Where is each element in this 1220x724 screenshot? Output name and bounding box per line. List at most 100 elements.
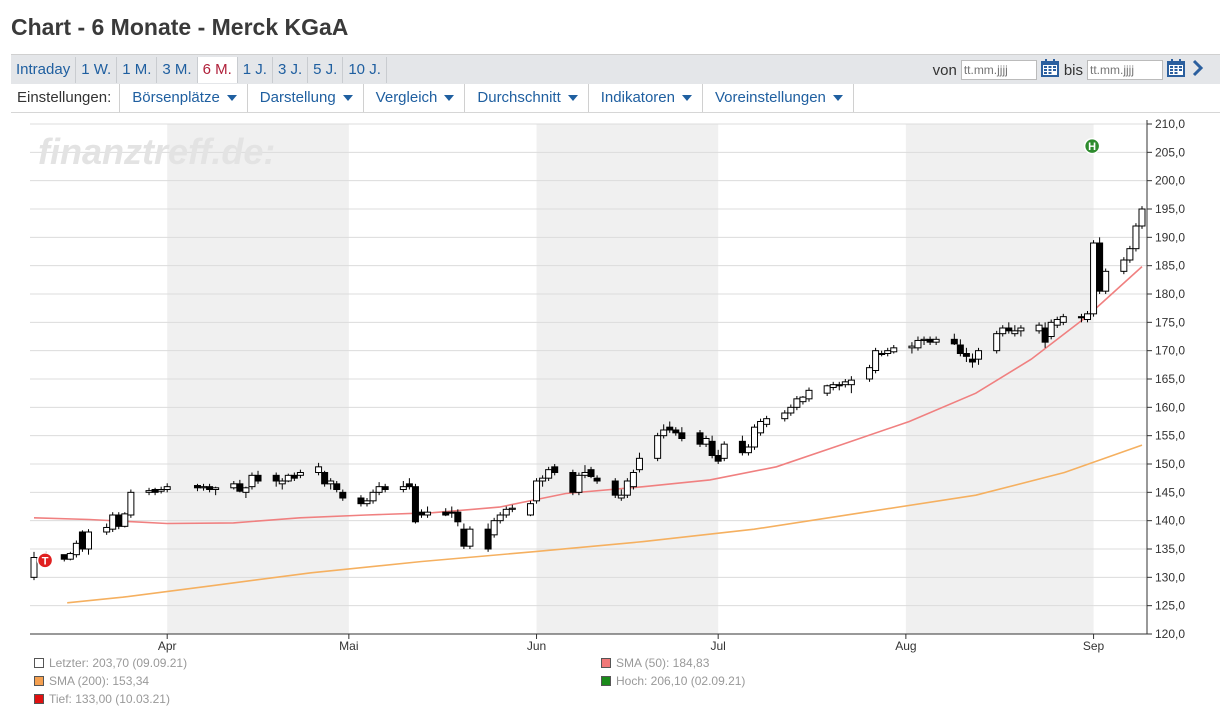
candle-body [327,480,335,485]
candle-body [212,487,220,490]
to-label: bis [1063,61,1083,79]
y-tick-label: 145,0 [1155,485,1185,499]
candle-body [278,480,286,485]
candle-body [950,338,958,345]
candle-body [629,472,637,488]
divider [11,112,1220,113]
candle-body [1090,242,1098,315]
candle-body [696,432,704,445]
candle-body [454,511,462,523]
candle-body [1138,208,1146,227]
candle-body [1102,270,1110,292]
chevron-right-icon[interactable] [1192,59,1204,81]
dropdown-darstellung[interactable]: Darstellung [248,84,364,112]
candle-body [30,557,38,578]
y-tick-label: 200,0 [1155,174,1185,188]
tab-1-j[interactable]: 1 J. [237,57,273,83]
sma50-line [33,266,1143,525]
marker-label: T [42,555,49,567]
y-tick-label: 120,0 [1155,627,1185,641]
low-marker [36,552,54,569]
dropdown-indikatoren[interactable]: Indikatoren [589,84,703,112]
candle-body [1132,225,1140,250]
candle-body [381,486,389,490]
legend-sma50: SMA (50): 184,83 [601,656,709,670]
calendar-icon[interactable] [1166,58,1186,82]
candle-body [926,338,934,343]
candle-body [533,480,541,502]
candle-body [1041,327,1049,343]
candle-body [975,350,983,360]
legend-high: Hoch: 206,10 (02.09.21) [601,674,745,688]
tab-3-m[interactable]: 3 M. [157,57,198,83]
candle-body [466,528,474,547]
candle-body [993,333,1001,352]
legend-swatch [34,676,44,686]
tab-1-w[interactable]: 1 W. [76,57,118,83]
x-tick-label: Mai [339,639,358,653]
candle-body [587,469,595,477]
y-tick-label: 165,0 [1155,372,1185,386]
timeframe-tabbar: Intraday 1 W. 1 M. 3 M. 6 M. 1 J. 3 J. 5 J. 10 J… [11,54,1220,84]
candle-body [672,429,680,434]
candle-body [115,514,123,527]
y-tick-label: 155,0 [1155,429,1185,443]
y-tick-label: 195,0 [1155,202,1185,216]
candle-body [623,480,631,496]
y-tick-label: 180,0 [1155,287,1185,301]
tab-intraday[interactable]: Intraday [11,57,77,83]
to-date-input[interactable] [1087,60,1163,80]
candle-body [272,474,280,482]
dropdown-boersenplaetze[interactable]: Börsenplätze [120,84,248,112]
candle-body [369,491,377,502]
y-tick-label: 210,0 [1155,117,1185,131]
dropdown-vergleich[interactable]: Vergleich [364,84,466,112]
candle-body [496,514,504,522]
candle-body [296,472,304,476]
candle-body [357,497,365,505]
tab-10-j[interactable]: 10 J. [343,57,387,83]
candle-body [157,489,165,492]
candle-body [611,480,619,496]
candle-body [163,486,171,490]
candle-body [720,443,728,459]
candle-body [1096,242,1104,292]
candle-body [411,486,419,523]
y-tick-label: 185,0 [1155,259,1185,273]
tab-5-j[interactable]: 5 J. [308,57,344,83]
candle-body [962,353,970,357]
candle-body [526,503,534,516]
candle-body [914,339,922,349]
candle-body [920,338,928,341]
candle-body [399,486,407,490]
dropdown-durchschnitt[interactable]: Durchschnitt [465,84,589,112]
candle-body [545,469,553,479]
candle-body [1047,321,1055,338]
tab-1-m[interactable]: 1 M. [117,57,158,83]
tab-3-j[interactable]: 3 J. [272,57,309,83]
candle-body [442,511,450,516]
candle-body [315,466,323,474]
candle-body [660,429,668,437]
candle-body [60,554,68,560]
candle-body [151,489,159,493]
from-date-input[interactable] [960,60,1037,80]
candle-body [200,486,208,489]
candle-body [339,491,347,499]
candle-body [781,412,789,420]
caret-down-icon [444,95,455,102]
calendar-icon[interactable] [1040,58,1060,82]
candle-body [847,379,855,386]
candle-body [569,472,577,493]
candle-body [321,472,329,485]
candle-body [581,472,589,476]
dropdown-voreinstellungen[interactable]: Voreinstellungen [703,84,854,112]
candle-body [363,500,371,505]
candle-body [884,350,892,354]
tab-6-m[interactable]: 6 M. [197,57,238,83]
watermark: finanztreff.de: [38,131,275,172]
candle-body [793,398,801,408]
candle-body [932,338,940,343]
candle-body [999,327,1007,335]
